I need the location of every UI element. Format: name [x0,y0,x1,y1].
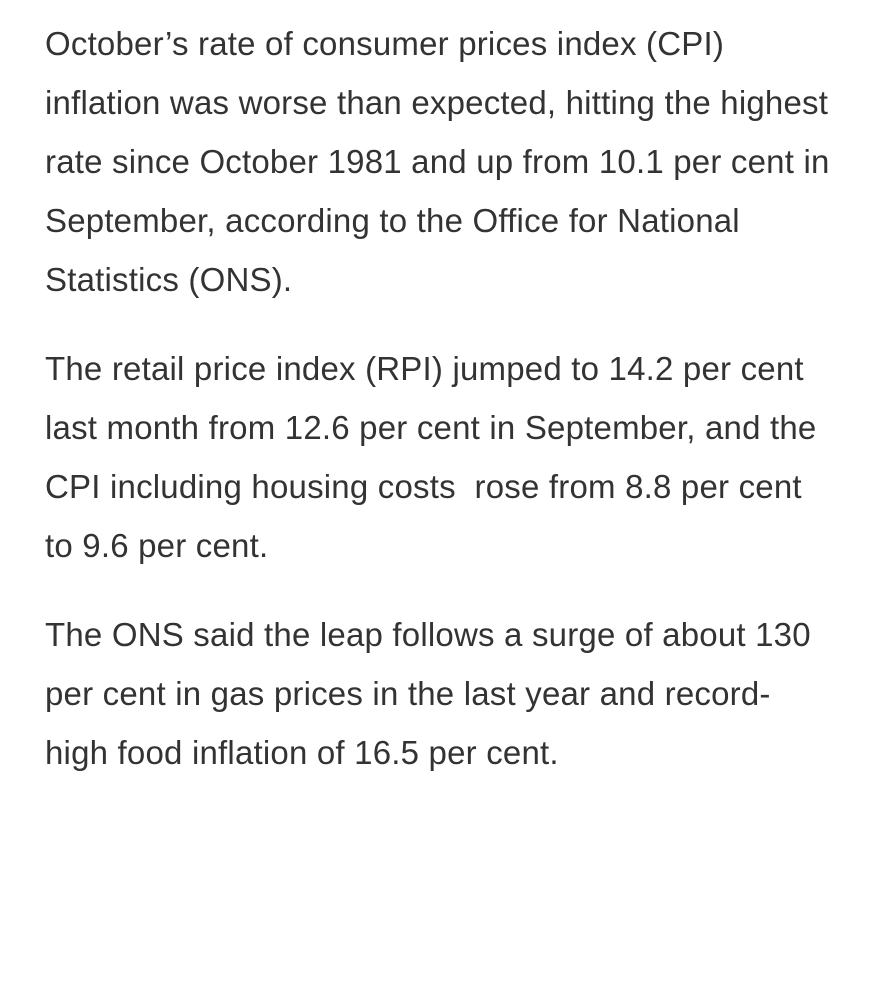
article-paragraph-1: October’s rate of consumer prices index … [45,25,839,298]
article-body: October’s rate of consumer prices index … [45,14,830,782]
article-paragraph-2: The retail price index (RPI) jumped to 1… [45,350,826,564]
article-paragraph-3: The ONS said the leap follows a surge of… [45,616,821,771]
